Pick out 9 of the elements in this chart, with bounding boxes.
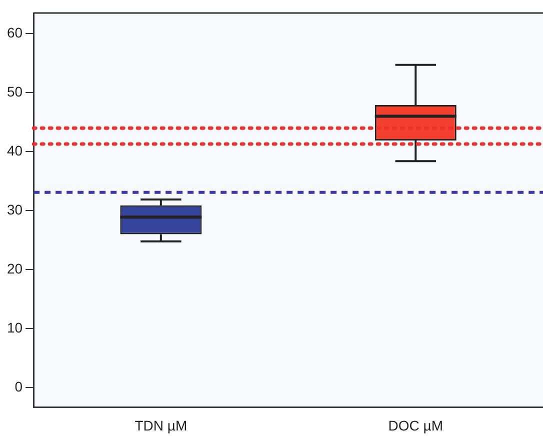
y-tick-label: 30 <box>6 202 23 218</box>
y-tick-label: 20 <box>6 260 23 277</box>
x-tick-label: DOC µM <box>388 417 444 434</box>
y-tick-label: 50 <box>6 84 23 100</box>
y-tick-label: 60 <box>6 24 23 41</box>
y-tick-label: 40 <box>6 142 23 159</box>
y-tick-label: 0 <box>14 378 23 395</box>
x-tick-label: TDN µM <box>134 417 188 434</box>
y-tick-label: 10 <box>6 320 23 336</box>
